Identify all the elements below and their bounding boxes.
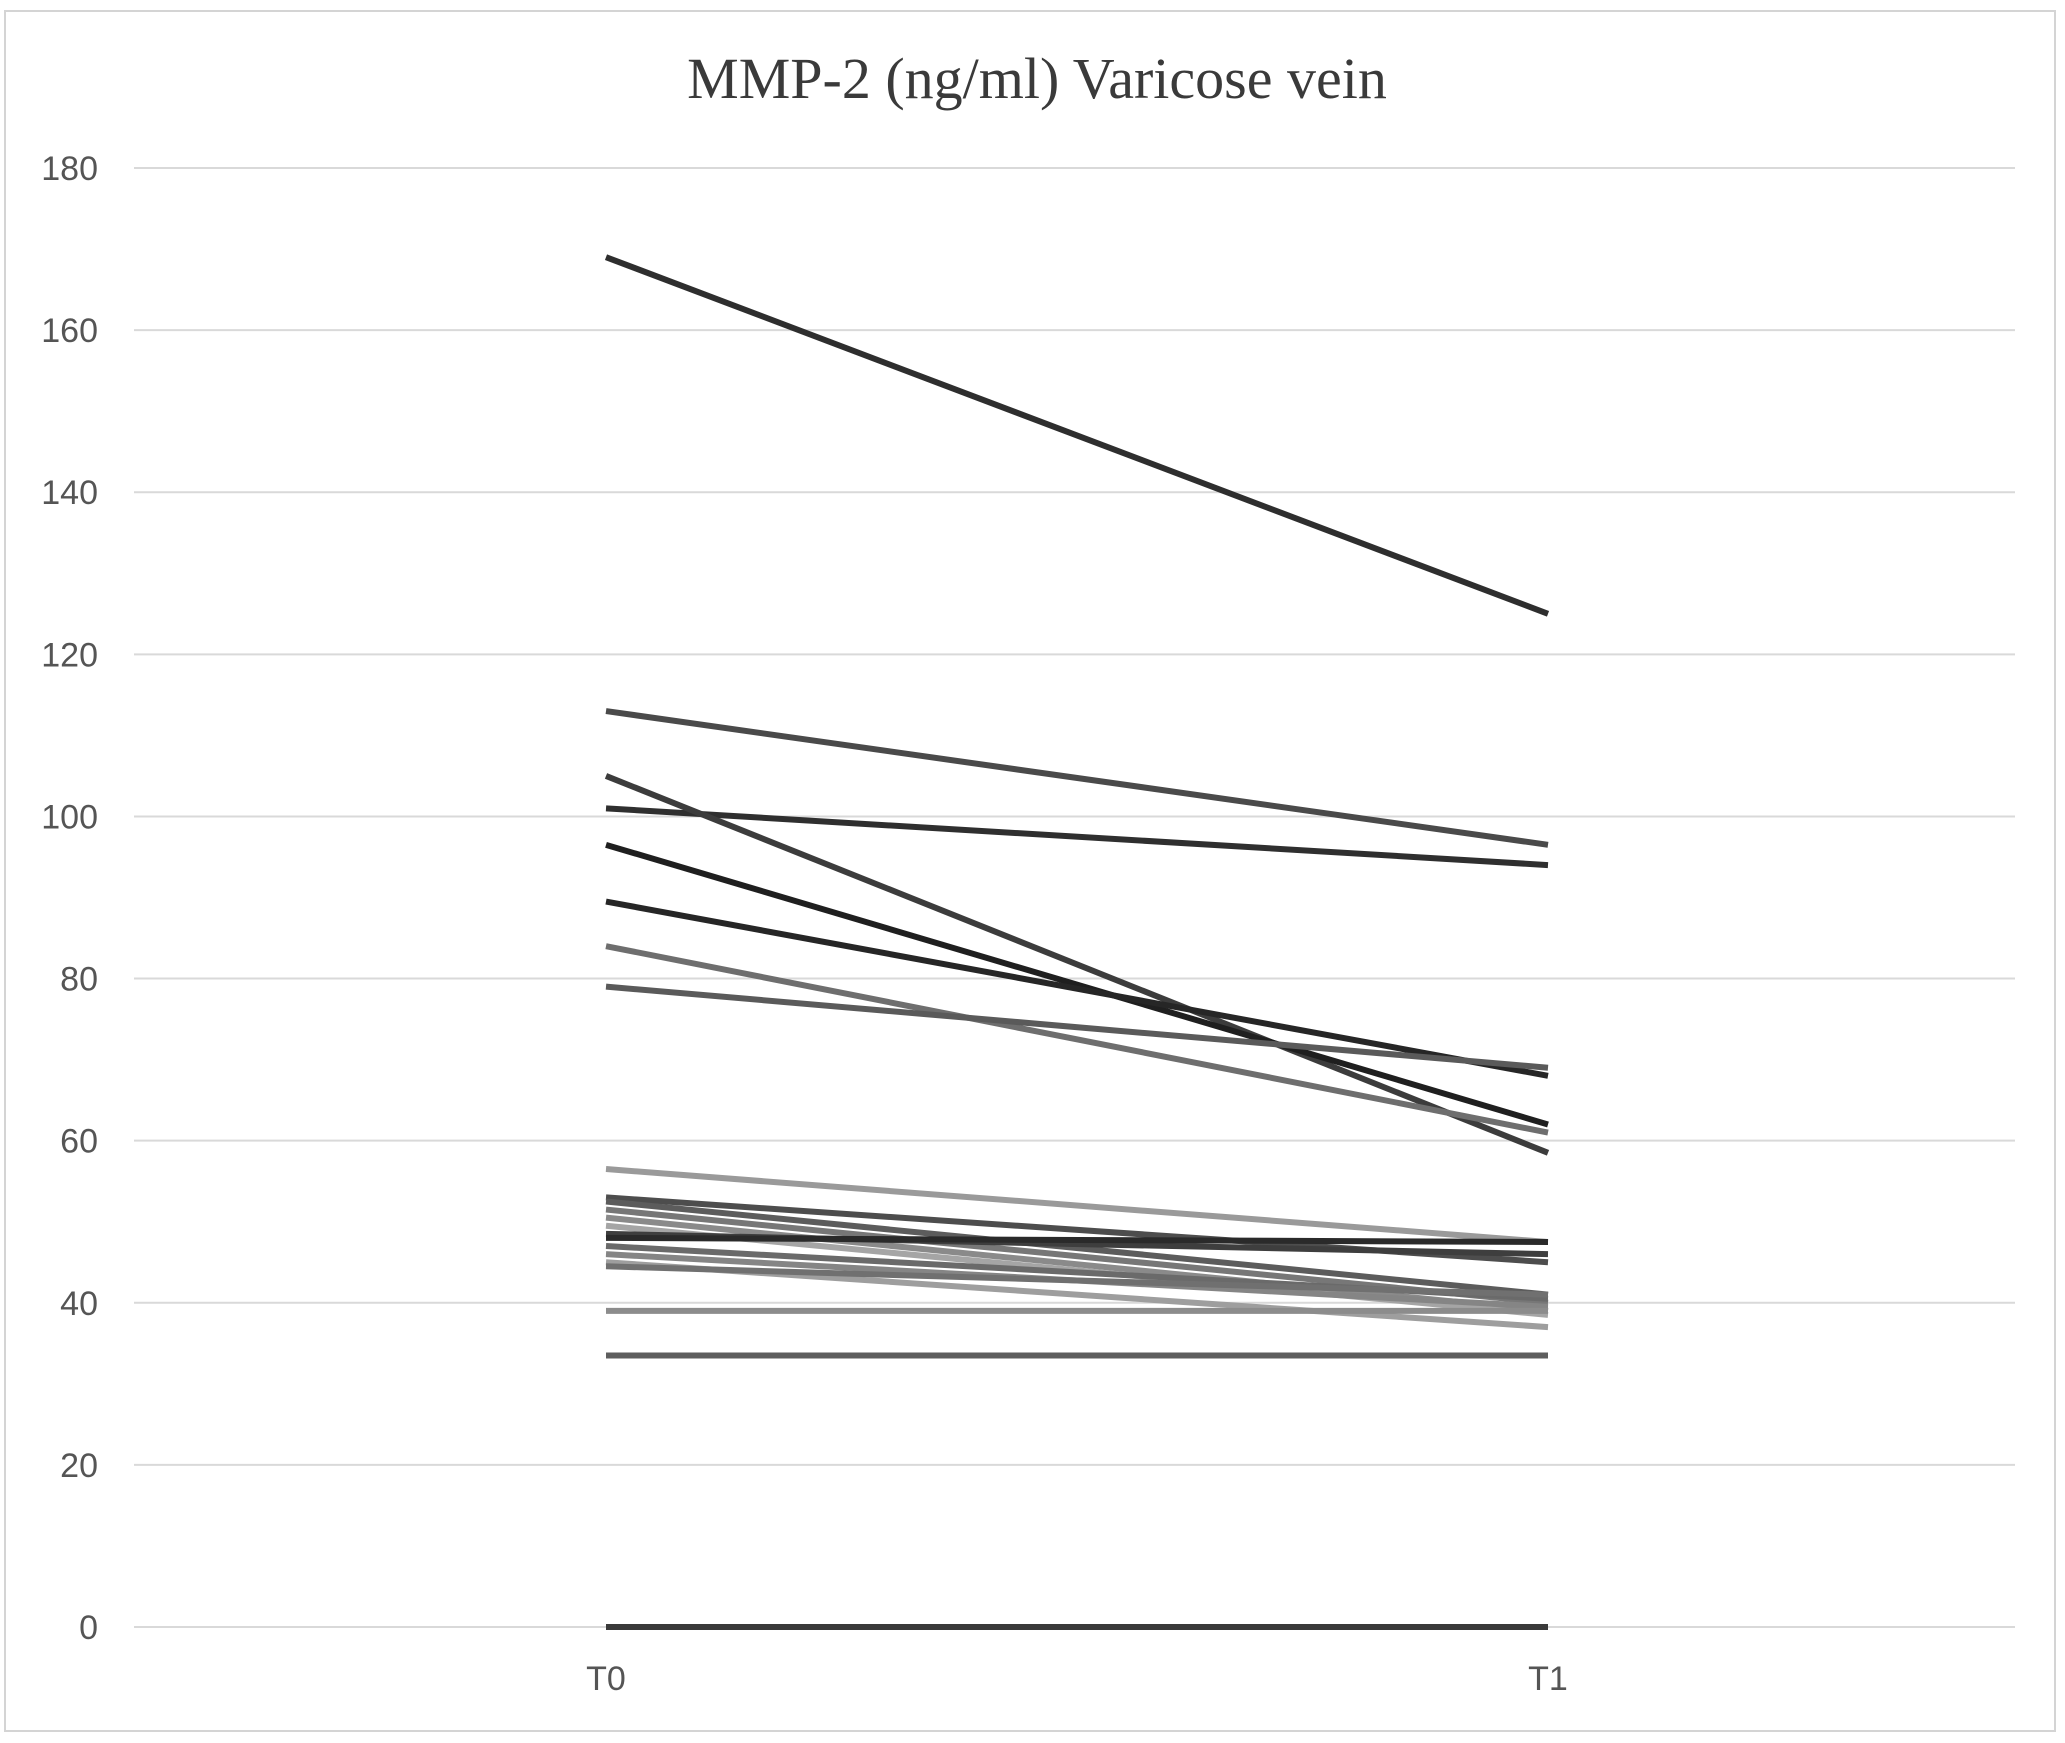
y-tick-label-40: 40 xyxy=(60,1285,98,1323)
series-line-3 xyxy=(605,805,1549,869)
y-tick-label-20: 20 xyxy=(60,1447,98,1485)
y-tick-label-80: 80 xyxy=(60,961,98,999)
x-axis-tick-labels: T0 T1 xyxy=(586,1660,1568,1698)
series-lines xyxy=(604,254,1550,1630)
series-line-9 xyxy=(605,1166,1549,1245)
y-tick-label-120: 120 xyxy=(41,636,98,674)
y-tick-label-0: 0 xyxy=(79,1609,98,1647)
y-tick-label-60: 60 xyxy=(60,1123,98,1161)
chart-frame xyxy=(4,10,2056,1732)
y-tick-label-140: 140 xyxy=(41,474,98,512)
series-line-11 xyxy=(605,1198,1549,1298)
gridlines xyxy=(134,167,2015,1628)
y-axis-tick-labels: 0 20 40 60 80 100 120 140 160 180 xyxy=(41,150,98,1647)
series-line-16 xyxy=(605,1234,1549,1245)
x-tick-label-T1: T1 xyxy=(1528,1660,1568,1698)
series-line-20 xyxy=(605,1263,1549,1298)
y-tick-label-180: 180 xyxy=(41,150,98,188)
series-line-8 xyxy=(605,983,1549,1071)
y-tick-label-100: 100 xyxy=(41,798,98,836)
series-line-6 xyxy=(605,898,1549,1079)
chart-title: MMP-2 (ng/ml) Varicose vein xyxy=(687,46,1387,111)
series-line-1 xyxy=(604,254,1550,617)
x-tick-label-T0: T0 xyxy=(586,1660,626,1698)
y-tick-label-160: 160 xyxy=(41,312,98,350)
series-line-2 xyxy=(605,708,1549,848)
series-line-7 xyxy=(605,943,1549,1136)
series-line-4 xyxy=(604,773,1550,1156)
series-line-5 xyxy=(605,841,1549,1128)
